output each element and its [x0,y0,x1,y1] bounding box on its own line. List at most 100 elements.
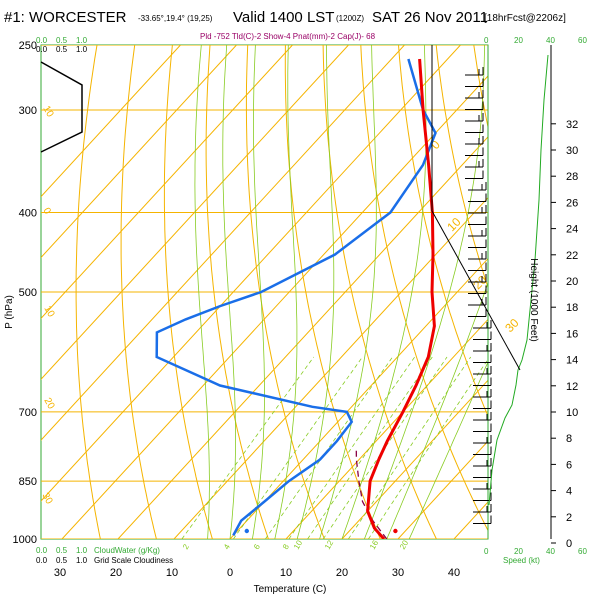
isotherm-line [41,45,349,380]
height-tick-label: 24 [566,224,578,236]
svg-text:0.5: 0.5 [56,556,68,565]
temperature-tick-label: 30 [392,567,404,579]
isotherm-line [173,196,488,539]
svg-text:60: 60 [578,547,587,556]
station-title: #1: WORCESTER [4,9,127,26]
svg-text:1.0: 1.0 [76,36,88,45]
svg-text:60: 60 [578,36,587,45]
moist-adiabat-line [319,45,377,539]
dry-adiabat-label: 20 [41,396,56,412]
pressure-tick-label: 700 [19,407,37,419]
mixing-ratio-line [322,356,448,539]
svg-text:0.5: 0.5 [56,36,68,45]
isotherm-line [341,379,488,539]
svg-text:20: 20 [514,36,523,45]
svg-text:20: 20 [514,547,523,556]
moist-adiabat-line [408,360,488,539]
height-tick-label: 26 [566,197,578,209]
height-tick-label: 6 [566,459,572,471]
grid-cloudiness-label: Grid Scale Cloudiness [94,556,173,565]
mixing-ratio-line [348,356,472,539]
station-coords: -33.65°,19.4° (19,25) [138,14,213,23]
temperature-tick-label: 10 [280,567,292,579]
mixing-ratio-label: 12 [323,538,336,551]
temperature-axis-label: Temperature (C) [254,584,327,595]
svg-text:1.0: 1.0 [76,546,88,555]
height-tick-label: 28 [566,171,578,183]
mixing-ratio-label: 4 [222,542,232,551]
isotherm-line [41,45,237,259]
moist-adiabat-line [194,45,210,539]
pressure-tick-label: 300 [19,105,37,117]
height-tick-label: 22 [566,250,578,262]
pressure-axis: 250 300 400 500 700 850 1000 [13,40,37,546]
height-tick-label: 10 [566,407,578,419]
valid-time: Valid 1400 LST [233,9,334,26]
mixing-ratio-label: 6 [252,542,262,551]
dry-adiabat-line [163,45,213,539]
svg-text:40: 40 [546,36,555,45]
wind-barbs [465,67,492,524]
temperature-trace [366,58,436,539]
temperature-tick-label: 20 [110,567,122,579]
moist-adiabat-line [296,45,335,539]
temperature-tick-label: 0 [227,567,233,579]
height-tick-label: 20 [566,276,578,288]
height-axis-label: Height (1000 Feet) [528,258,539,341]
svg-text:0.5: 0.5 [56,45,68,54]
height-tick-label: 14 [566,355,578,367]
stability-indices: Pld -752 Tld(C)-2 Show-4 Pnat(mm)-2 Cap(… [200,32,376,41]
height-tick-label: 2 [566,512,572,524]
wind-panel: 0 20 40 60 0 20 40 60 Speed (kt) [431,36,587,565]
dewpoint-trace [155,58,437,536]
svg-text:0.0: 0.0 [36,36,48,45]
temperature-axis: 30 20 10 0 10 20 30 40 [54,567,460,579]
dry-adiabat-line [245,45,325,539]
cloudiness-profile [40,61,83,153]
temperature-tick-label: 40 [448,567,460,579]
forecast-date: SAT 26 Nov 2011 [372,9,488,26]
sounding-traces [155,58,437,539]
pressure-tick-label: 400 [19,207,37,219]
mixing-ratio-line [288,356,416,539]
height-tick-label: 18 [566,302,578,314]
dry-adiabat-label: 10 [41,304,56,320]
svg-text:1.0: 1.0 [76,45,88,54]
mixing-ratio-label: 20 [398,538,411,551]
isotherm-line [41,45,293,320]
pressure-tick-label: 500 [19,287,37,299]
mixing-ratio-label: 2 [181,542,191,551]
utc-time: (1200Z) [336,14,364,23]
svg-text:0: 0 [484,547,489,556]
dry-adiabat-label: 0 [40,206,53,217]
svg-text:0.0: 0.0 [36,45,48,54]
dry-adiabat-line [587,45,600,539]
svg-text:0.0: 0.0 [36,556,48,565]
dry-adiabat-line [120,45,157,539]
dry-adiabat-line [205,45,269,539]
height-tick-label: 4 [566,486,572,498]
pressure-tick-label: 1000 [13,534,37,546]
moist-adiabat-line [274,45,298,539]
svg-text:0.0: 0.0 [36,546,48,555]
mixing-ratio-line [368,358,488,539]
dry-adiabat-line [398,45,488,418]
speed-axis-label: Speed (kt) [503,556,540,565]
height-tick-label: 32 [566,119,578,131]
moist-adiabat-line [364,45,485,539]
mixing-ratio-label: 10 [292,538,305,551]
height-tick-label: 16 [566,328,578,340]
isotherm-line [117,136,488,539]
isotherm-line [41,45,405,441]
svg-text:0: 0 [484,36,489,45]
dry-adiabat-label: 10 [40,104,55,120]
pressure-axis-label: P (hPa) [4,295,15,329]
dry-adiabat-line [322,45,437,539]
pressure-tick-label: 850 [19,476,37,488]
surface-temperature-marker [393,528,398,534]
svg-text:40: 40 [546,547,555,556]
moist-adiabat-line [341,45,427,539]
isotherm-line [41,45,181,198]
height-tick-label: 12 [566,381,578,393]
